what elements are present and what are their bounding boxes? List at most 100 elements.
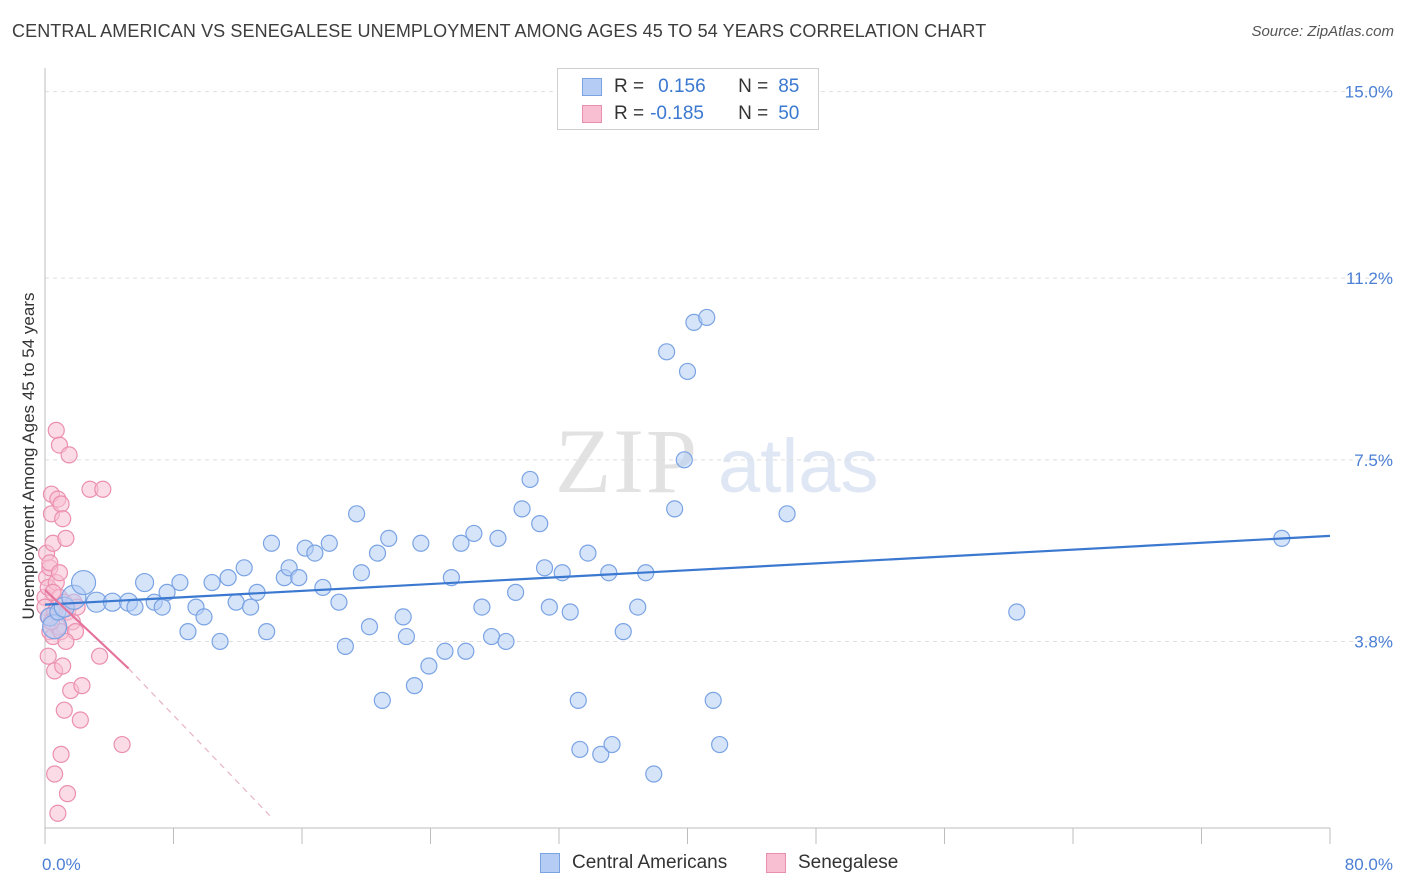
central-american-point <box>314 578 332 597</box>
y-tick-label: 15.0% <box>1345 83 1393 102</box>
central-american-point <box>531 515 549 533</box>
central-american-point <box>489 529 507 547</box>
legend-n-label: N = <box>738 76 769 97</box>
central-american-point <box>320 534 338 552</box>
x-tick-labels: 0.0% 80.0% <box>42 855 1393 874</box>
stats-legend: R = 0.156 N = 85 R = -0.185 N = 50 <box>557 68 819 130</box>
senegalese-point <box>54 510 72 528</box>
legend-n-value: 85 <box>778 76 800 97</box>
central-american-point <box>579 544 597 562</box>
legend-r-label: R = <box>614 103 645 124</box>
senegalese-point <box>57 632 75 651</box>
bottom-legend-label: Central Americans <box>572 852 728 873</box>
senegalese-point <box>52 745 70 763</box>
central-american-point <box>561 603 579 621</box>
central-american-point <box>262 534 281 552</box>
central-american-point <box>465 524 483 543</box>
senegalese-point <box>113 735 131 754</box>
y-tick-labels: 3.8% 7.5% 11.2% 15.0% <box>1345 83 1393 652</box>
central-american-point <box>675 451 693 469</box>
senegalese-point <box>91 647 109 665</box>
central-american-point <box>600 564 618 582</box>
gridlines <box>45 91 1392 642</box>
central-american-point <box>336 637 354 655</box>
central-american-point <box>306 544 324 562</box>
legend-n-value: 50 <box>778 103 800 124</box>
central-american-point <box>330 593 348 611</box>
central-american-point <box>473 598 491 616</box>
legend-swatch-blue <box>582 78 602 96</box>
central-american-point <box>227 593 245 611</box>
central-american-point <box>535 559 554 577</box>
y-tick-label: 7.5% <box>1354 451 1393 470</box>
central-american-point <box>380 529 398 547</box>
central-american-point <box>171 573 189 592</box>
senegalese-point <box>46 765 64 783</box>
central-american-point <box>352 564 371 582</box>
central-american-point <box>153 598 171 616</box>
senegalese-point <box>58 785 77 803</box>
trend-lines <box>44 534 1331 817</box>
senegalese-point <box>94 480 112 498</box>
central-american-point <box>704 691 722 709</box>
central-american-point <box>452 534 470 552</box>
legend-n-label: N = <box>738 103 769 124</box>
central-american-point <box>195 608 213 626</box>
senegalese-point <box>57 529 75 547</box>
senegalese-point <box>60 446 78 464</box>
central-american-point <box>394 608 412 626</box>
senegalese-point <box>44 583 62 601</box>
y-axis-title: Unemployment Among Ages 45 to 54 years <box>19 293 38 620</box>
central-american-point <box>397 627 416 646</box>
central-american-point <box>457 642 475 660</box>
central-american-point <box>521 470 539 489</box>
legend-row-senegalese: R = -0.185 N = 50 <box>582 102 799 126</box>
central-american-point <box>373 691 391 709</box>
central-american-point <box>412 534 430 552</box>
central-american-point <box>698 308 716 327</box>
central-american-point <box>368 544 387 562</box>
central-american-point <box>645 765 663 783</box>
x-tick-label-min: 0.0% <box>42 855 81 874</box>
central-american-point <box>513 500 531 518</box>
central-american-point <box>711 735 729 754</box>
bottom-legend-swatch-blue <box>540 853 560 873</box>
legend-r-value: -0.185 <box>650 103 704 124</box>
senegalese-point <box>39 647 57 665</box>
legend-row-central-americans: R = 0.156 N = 85 <box>582 75 799 99</box>
central-american-point <box>658 343 676 361</box>
bottom-legend-central-americans: Central Americans <box>540 852 727 874</box>
legend-r-value: 0.156 <box>658 76 706 97</box>
central-american-point <box>258 623 276 641</box>
central-american-point <box>219 569 237 587</box>
axes <box>44 68 1331 844</box>
chart-title: CENTRAL AMERICAN VS SENEGALESE UNEMPLOYM… <box>12 21 987 41</box>
central-american-point <box>540 598 558 616</box>
y-tick-label: 3.8% <box>1354 632 1393 651</box>
central-american-point <box>497 632 515 651</box>
central-american-point <box>603 735 621 754</box>
central-american-point <box>436 642 454 660</box>
central-american-point <box>569 691 587 709</box>
senegalese-point <box>73 677 91 695</box>
central-american-point <box>405 677 424 695</box>
bottom-legend-senegalese: Senegalese <box>766 852 898 874</box>
trend-line-central-americans <box>44 534 1331 606</box>
central-american-point <box>203 573 221 592</box>
central-american-point <box>70 569 97 596</box>
source-credit: Source: ZipAtlas.com <box>1251 23 1394 40</box>
senegalese-point <box>54 657 72 675</box>
series-central-americans <box>40 308 1291 783</box>
trend-line-senegalese-extension <box>128 668 271 817</box>
central-american-point <box>420 657 438 675</box>
watermark-atlas: atlas <box>718 424 879 509</box>
bottom-legend-label: Senegalese <box>798 852 899 873</box>
central-american-point <box>242 598 260 616</box>
central-american-point <box>629 598 647 616</box>
central-american-point <box>235 559 253 577</box>
central-american-point <box>571 740 589 759</box>
watermark: ZIP atlas <box>555 410 879 512</box>
central-american-point <box>778 505 796 523</box>
senegalese-point <box>52 495 70 513</box>
